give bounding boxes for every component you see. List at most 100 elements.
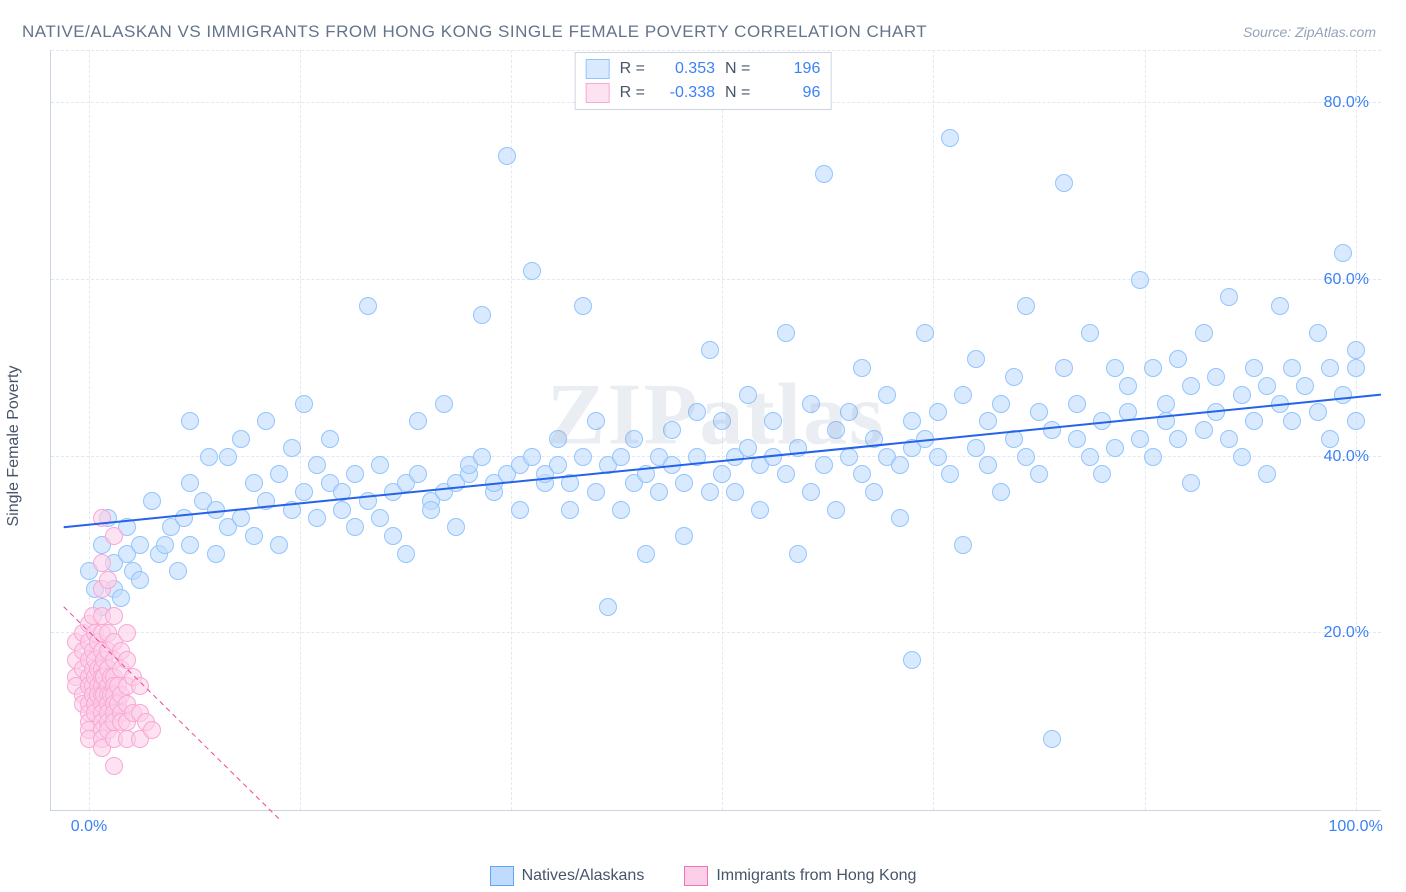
x-tick-label: 0.0% [71, 818, 107, 836]
data-point [447, 518, 465, 536]
data-point [143, 721, 161, 739]
data-point [688, 448, 706, 466]
data-point [333, 483, 351, 501]
data-point [574, 448, 592, 466]
data-point [1182, 474, 1200, 492]
data-point [1309, 324, 1327, 342]
data-point [270, 465, 288, 483]
data-point [1055, 359, 1073, 377]
gridline-h [51, 279, 1381, 280]
data-point [346, 518, 364, 536]
data-point [1207, 368, 1225, 386]
data-point [207, 545, 225, 563]
legend-r-label: R = [620, 84, 645, 102]
data-point [789, 439, 807, 457]
legend-swatch [490, 866, 514, 886]
legend-n-label: N = [725, 84, 750, 102]
data-point [827, 501, 845, 519]
data-point [903, 412, 921, 430]
data-point [1030, 465, 1048, 483]
data-point [1043, 421, 1061, 439]
data-point [131, 571, 149, 589]
data-point [112, 589, 130, 607]
data-point [1321, 359, 1339, 377]
data-point [764, 412, 782, 430]
data-point [1195, 324, 1213, 342]
data-point [739, 439, 757, 457]
data-point [308, 456, 326, 474]
data-point [903, 651, 921, 669]
data-point [384, 527, 402, 545]
legend-swatch [586, 59, 610, 79]
data-point [181, 474, 199, 492]
data-point [143, 492, 161, 510]
legend-label: Immigrants from Hong Kong [716, 867, 916, 885]
data-point [979, 412, 997, 430]
data-point [675, 474, 693, 492]
data-point [701, 483, 719, 501]
data-point [207, 501, 225, 519]
data-point [105, 527, 123, 545]
series-legend: Natives/Alaskans Immigrants from Hong Kon… [0, 866, 1406, 886]
data-point [599, 598, 617, 616]
data-point [1271, 297, 1289, 315]
legend-swatch [684, 866, 708, 886]
data-point [929, 448, 947, 466]
data-point [1169, 350, 1187, 368]
legend-n-label: N = [725, 60, 750, 78]
gridline-h [51, 456, 1381, 457]
data-point [1119, 377, 1137, 395]
data-point [853, 465, 871, 483]
data-point [257, 412, 275, 430]
data-point [283, 501, 301, 519]
data-point [1144, 448, 1162, 466]
data-point [574, 297, 592, 315]
data-point [131, 677, 149, 695]
data-point [929, 403, 947, 421]
data-point [295, 395, 313, 413]
data-point [1068, 430, 1086, 448]
data-point [891, 456, 909, 474]
data-point [1309, 403, 1327, 421]
legend-item: Immigrants from Hong Kong [684, 866, 916, 886]
data-point [941, 465, 959, 483]
y-tick-label: 40.0% [1324, 448, 1369, 466]
data-point [561, 474, 579, 492]
data-point [587, 483, 605, 501]
data-point [954, 386, 972, 404]
legend-item: Natives/Alaskans [490, 866, 645, 886]
data-point [93, 509, 111, 527]
legend-swatch [586, 83, 610, 103]
data-point [1347, 341, 1365, 359]
data-point [1283, 359, 1301, 377]
data-point [1283, 412, 1301, 430]
data-point [878, 386, 896, 404]
legend-r-value: 0.353 [655, 60, 715, 78]
legend-r-value: -0.338 [655, 84, 715, 102]
data-point [549, 456, 567, 474]
data-point [346, 465, 364, 483]
data-point [1017, 297, 1035, 315]
data-point [1296, 377, 1314, 395]
data-point [245, 527, 263, 545]
data-point [612, 501, 630, 519]
data-point [105, 607, 123, 625]
data-point [967, 439, 985, 457]
data-point [1081, 448, 1099, 466]
data-point [1093, 412, 1111, 430]
data-point [688, 403, 706, 421]
data-point [118, 624, 136, 642]
x-tick-label: 100.0% [1329, 818, 1383, 836]
data-point [865, 483, 883, 501]
data-point [840, 403, 858, 421]
data-point [802, 483, 820, 501]
data-point [663, 456, 681, 474]
data-point [549, 430, 567, 448]
data-point [359, 492, 377, 510]
data-point [1195, 421, 1213, 439]
data-point [1220, 430, 1238, 448]
data-point [371, 456, 389, 474]
data-point [169, 562, 187, 580]
data-point [257, 492, 275, 510]
data-point [105, 757, 123, 775]
